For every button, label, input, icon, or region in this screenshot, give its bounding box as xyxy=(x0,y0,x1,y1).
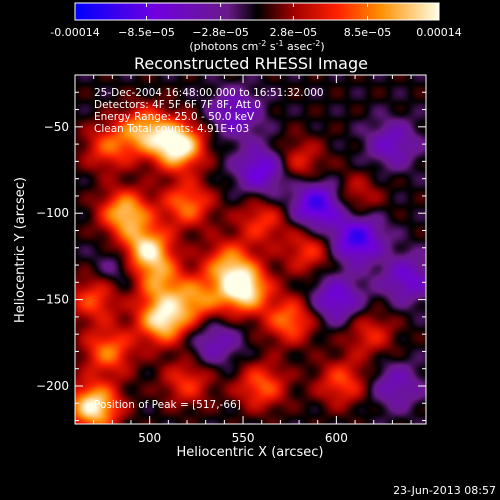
colorbar-tick-label: −2.8e−05 xyxy=(192,26,249,39)
colorbar-frame xyxy=(74,2,440,21)
x-tick-label: 500 xyxy=(138,431,161,445)
heatmap-image xyxy=(75,75,426,424)
info-line: 25-Dec-2004 16:48:00.000 to 16:51:32.000 xyxy=(94,87,324,99)
x-tick-label: 600 xyxy=(325,431,348,445)
observation-info: 25-Dec-2004 16:48:00.000 to 16:51:32.000… xyxy=(94,87,324,135)
colorbar-tick-labels: -0.00014 −8.5e−05 −2.8e−05 2.8e−05 8.5e−05 0.… xyxy=(50,26,461,39)
colorbar-ticks xyxy=(74,3,440,20)
colorbar: -0.00014 −8.5e−05 −2.8e−05 2.8e−05 8.5e−05 0.… xyxy=(50,2,462,53)
x-axis-ticks: 500 550 600 xyxy=(93,75,412,445)
footer-date: 23-Jun-2013 08:57 xyxy=(393,484,496,497)
chart-title: Reconstructed RHESSI Image xyxy=(134,54,368,73)
y-axis-label: Heliocentric Y (arcsec) xyxy=(13,177,28,323)
colorbar-tick-label: -0.00014 xyxy=(50,26,99,39)
y-tick-label: −100 xyxy=(36,206,69,220)
info-line: Detectors: 4F 5F 6F 7F 8F, Att 0 xyxy=(94,99,261,111)
colorbar-gradient xyxy=(75,3,439,20)
colorbar-tick-label: 0.00014 xyxy=(416,26,462,39)
colorbar-tick-label: −8.5e−05 xyxy=(118,26,175,39)
x-axis-label: Heliocentric X (arcsec) xyxy=(177,445,324,460)
info-line: Energy Range: 25.0 - 50.0 keV xyxy=(94,111,255,123)
colorbar-tick-label: 2.8e−05 xyxy=(270,26,317,39)
plot-frame xyxy=(74,74,427,425)
y-tick-label: −200 xyxy=(36,379,69,393)
colorbar-unit-label: (photons cm-2 s-1 asec-2) xyxy=(189,39,324,53)
info-line: Clean Total counts: 4.91E+03 xyxy=(94,123,249,135)
heatmap-raster xyxy=(75,75,426,424)
peak-position-label: Position of Peak = [517,-66] xyxy=(94,399,241,411)
y-axis-ticks: −50 −100 −150 −200 xyxy=(36,91,426,422)
colorbar-tick-label: 8.5e−05 xyxy=(344,26,391,39)
y-tick-label: −150 xyxy=(36,293,69,307)
y-tick-label: −50 xyxy=(44,120,69,134)
x-tick-label: 550 xyxy=(232,431,255,445)
